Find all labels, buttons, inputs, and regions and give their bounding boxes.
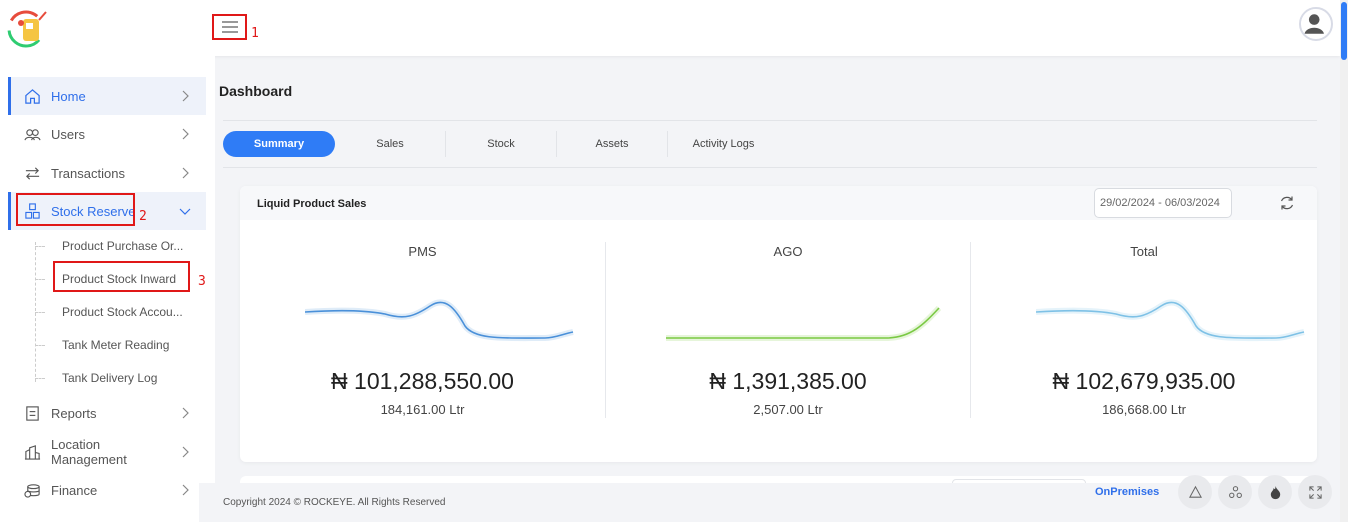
deployment-mode-label: OnPremises [1095,486,1160,498]
chevron-right-icon [182,128,189,140]
app-logo[interactable] [6,6,50,50]
fullscreen-button[interactable] [1298,475,1332,509]
metric-amount: ₦ 101,288,550.00 [331,368,514,394]
sidebar-item-users[interactable]: Users [8,115,206,153]
sidebar-item-label: Stock Reserve [51,203,136,219]
sidebar-item-finance[interactable]: Finance [8,471,206,509]
submenu-item-label: Tank Delivery Log [62,371,158,385]
users-icon [23,125,41,143]
top-bar: 1 [0,0,1340,56]
submenu-item-tank-delivery-log[interactable]: Tank Delivery Log [35,363,205,393]
dashboard-tabs: Summary Sales Stock Assets Activity Logs [223,131,779,157]
card-title: Liquid Product Sales [257,198,367,210]
metric-pms: PMS ₦ 101,288,550.00 184,161.00 Ltr [240,242,605,418]
reports-icon [23,404,41,422]
expand-icon [1308,485,1322,499]
sidebar-item-label: Home [51,88,86,104]
pms-sparkline [305,299,574,342]
tab-sales[interactable]: Sales [376,138,404,150]
sidebar-item-label: Transactions [51,165,125,181]
tab-activity-logs[interactable]: Activity Logs [667,131,779,157]
sidebar: Home Users Transactions Stock Reserve 2 … [0,56,215,522]
sidebar-item-transactions[interactable]: Transactions [8,154,206,192]
chevron-right-icon [182,446,189,458]
fire-button[interactable] [1258,475,1292,509]
tab-assets[interactable]: Assets [556,131,667,157]
sidebar-item-label: Location Management [51,437,127,467]
sidebar-item-stock-reserve[interactable]: Stock Reserve [8,192,206,230]
menu-toggle-button[interactable] [212,14,247,40]
footer: Copyright 2024 © ROCKEYE. All Rights Res… [199,475,1340,522]
submenu-item-label: Tank Meter Reading [62,338,170,352]
page-scrollbar[interactable] [1340,0,1348,522]
user-avatar-icon[interactable] [1299,7,1333,41]
metric-amount: ₦ 1,391,385.00 [709,368,867,394]
home-icon [23,87,41,105]
stock-icon [23,202,41,220]
submenu-item-product-purchase-order[interactable]: Product Purchase Or... [35,231,205,261]
metric-total: Total ₦ 102,679,935.00 186,668.00 Ltr [970,242,1317,418]
nodes-button[interactable] [1218,475,1252,509]
annotation-label-2: 2 [139,209,147,224]
metric-volume: 184,161.00 Ltr [380,402,465,417]
recycle-button[interactable] [1178,475,1212,509]
submenu-item-label: Product Purchase Or... [62,239,184,253]
submenu-item-tank-meter-reading[interactable]: Tank Meter Reading [35,330,205,360]
submenu-item-label: Product Stock Inward [62,272,177,286]
annotation-label-1: 1 [251,26,259,41]
metric-volume: 186,668.00 Ltr [1102,402,1186,417]
sidebar-item-reports[interactable]: Reports [8,394,206,432]
copyright-text: Copyright 2024 © ROCKEYE. All Rights Res… [223,497,446,508]
sidebar-item-label: Users [51,126,85,142]
metric-amount: ₦ 102,679,935.00 [1052,368,1236,394]
submenu-item-product-stock-account[interactable]: Product Stock Accou... [35,297,205,327]
hamburger-icon [221,21,238,33]
chevron-right-icon [182,167,189,179]
nodes-icon [1228,485,1242,498]
scrollbar-thumb[interactable] [1341,2,1347,60]
location-icon [23,443,41,461]
metric-name: PMS [408,244,437,259]
metric-ago: AGO ₦ 1,391,385.00 2,507.00 Ltr [605,242,970,418]
transactions-icon [23,164,41,182]
metric-volume: 2,507.00 Ltr [753,402,823,417]
finance-icon [23,481,41,499]
tab-stock[interactable]: Stock [445,131,556,157]
refresh-icon[interactable] [1278,194,1296,212]
sidebar-item-location-management[interactable]: Location Management [8,433,206,471]
recycle-icon [1188,485,1202,498]
chevron-right-icon [182,90,189,102]
date-range-input[interactable] [1094,188,1232,218]
chevron-down-icon [179,208,191,215]
divider [223,120,1317,121]
tab-summary[interactable]: Summary [223,131,335,157]
metric-name: AGO [773,244,803,259]
chevron-right-icon [182,407,189,419]
chevron-right-icon [182,484,189,496]
page-title: Dashboard [219,83,293,99]
total-sparkline [1036,299,1305,342]
fire-icon [1270,485,1280,499]
sidebar-item-home[interactable]: Home [8,77,206,115]
sidebar-item-label: Finance [51,482,98,498]
submenu-item-label: Product Stock Accou... [62,305,183,319]
card-header: Liquid Product Sales [240,186,1317,220]
ago-sparkline [666,305,941,341]
divider [223,167,1317,168]
metric-name: Total [1130,244,1158,259]
sidebar-item-label: Reports [51,405,97,421]
annotation-label-3: 3 [198,274,206,289]
submenu-item-product-stock-inward[interactable]: Product Stock Inward [35,264,205,294]
liquid-product-sales-card: Liquid Product Sales PMS ₦ 101,288,550.0… [240,186,1317,462]
